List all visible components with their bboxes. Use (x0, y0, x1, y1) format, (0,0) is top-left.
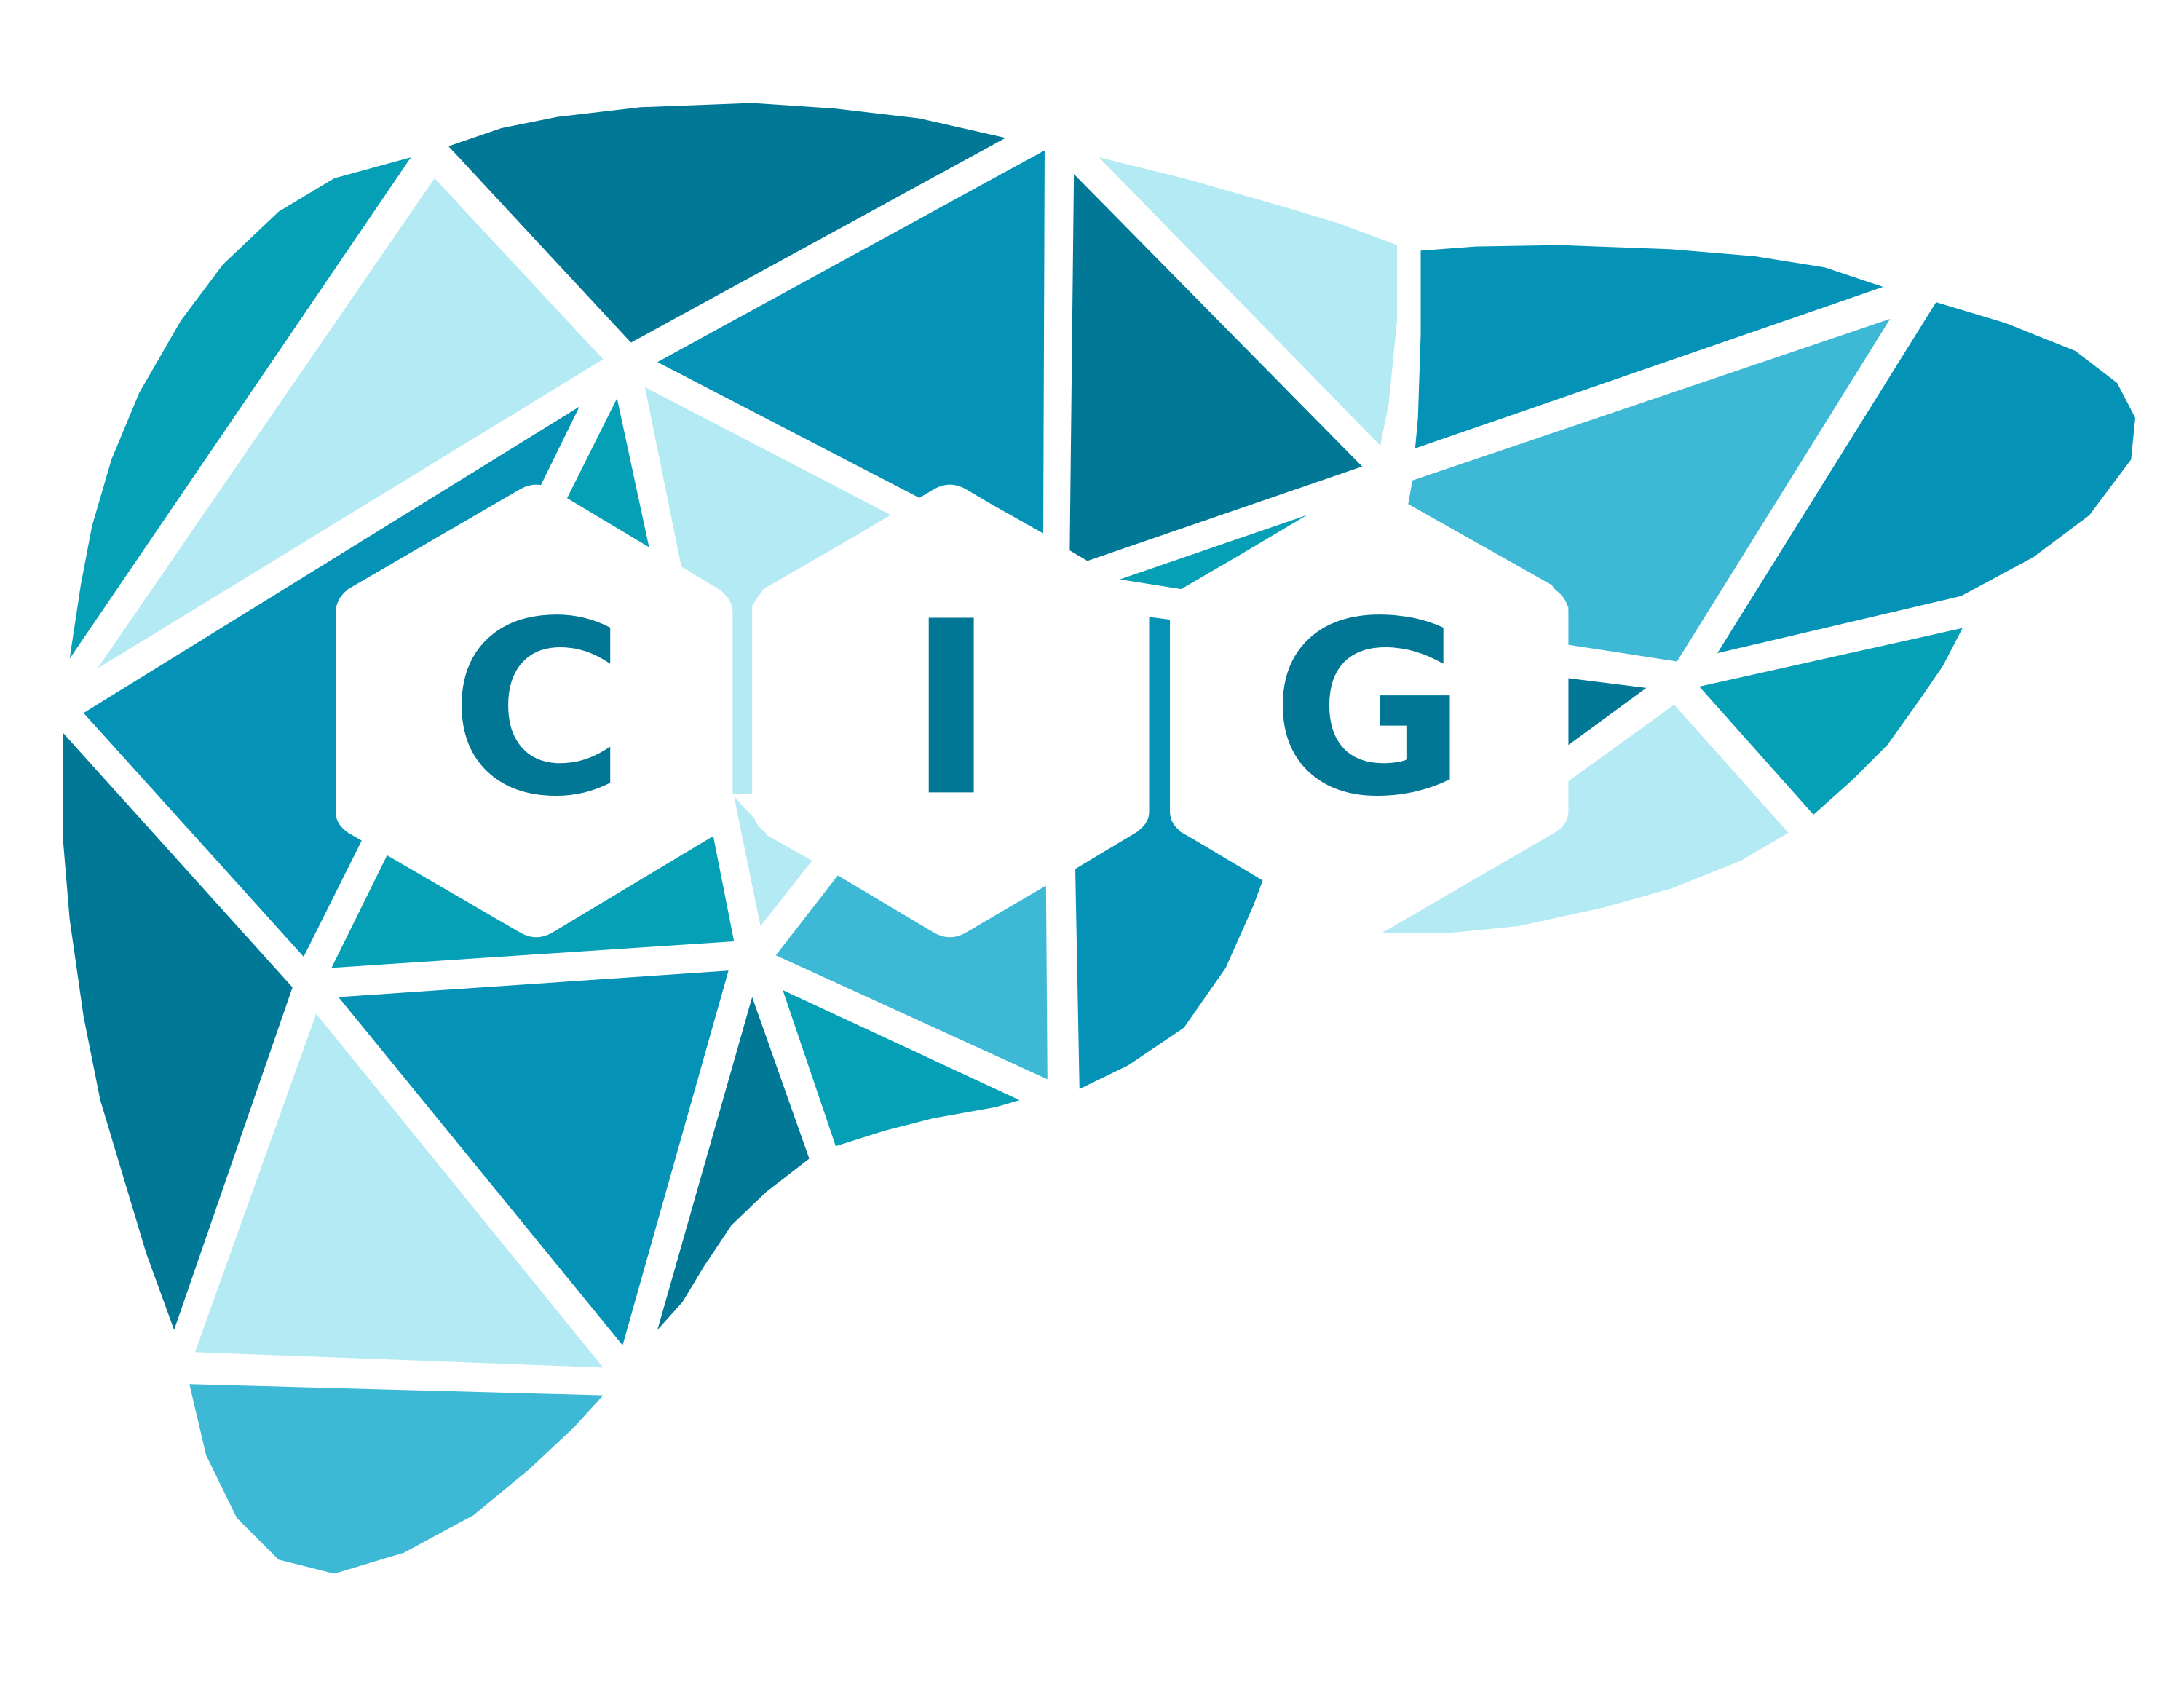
facet-22 (1408, 319, 1891, 662)
facet-5 (83, 406, 579, 957)
facet-10 (734, 796, 812, 926)
facet-9 (331, 835, 735, 968)
facet-3 (448, 103, 1006, 343)
facet-13 (189, 1384, 604, 1574)
hexagon-c: C (336, 484, 733, 938)
liver-facets (63, 103, 2136, 1574)
facet-24 (1568, 678, 1647, 746)
facet-16 (775, 874, 1048, 1080)
facet-20 (1120, 513, 1311, 590)
letter-g: G (1271, 570, 1468, 849)
hexagon-g-shape (1170, 484, 1569, 938)
facet-25 (1379, 704, 1789, 933)
letter-i: I (907, 570, 996, 849)
facet-18 (1069, 174, 1363, 561)
facet-19 (1099, 157, 1398, 446)
facet-12 (194, 1013, 604, 1368)
facet-17 (1075, 617, 1264, 1089)
facet-7 (644, 387, 892, 794)
hexagon-i: I (753, 484, 1150, 938)
facet-21 (1415, 245, 1883, 448)
facet-23 (1717, 302, 2136, 654)
letter-c: C (450, 570, 626, 849)
facet-1 (69, 157, 411, 659)
facet-15 (783, 989, 1020, 1147)
facet-2 (97, 178, 604, 669)
hexagon-g: G (1170, 484, 1569, 938)
facet-8 (63, 732, 293, 1330)
letter-hexagons: C I G (336, 484, 1569, 938)
facet-4 (657, 150, 1045, 534)
facet-14 (657, 997, 810, 1330)
hexagon-c-shape (336, 484, 733, 938)
facet-6 (566, 398, 649, 547)
facet-11 (338, 970, 729, 1345)
hexagon-i-shape (753, 484, 1150, 938)
facet-26 (1699, 628, 1963, 815)
